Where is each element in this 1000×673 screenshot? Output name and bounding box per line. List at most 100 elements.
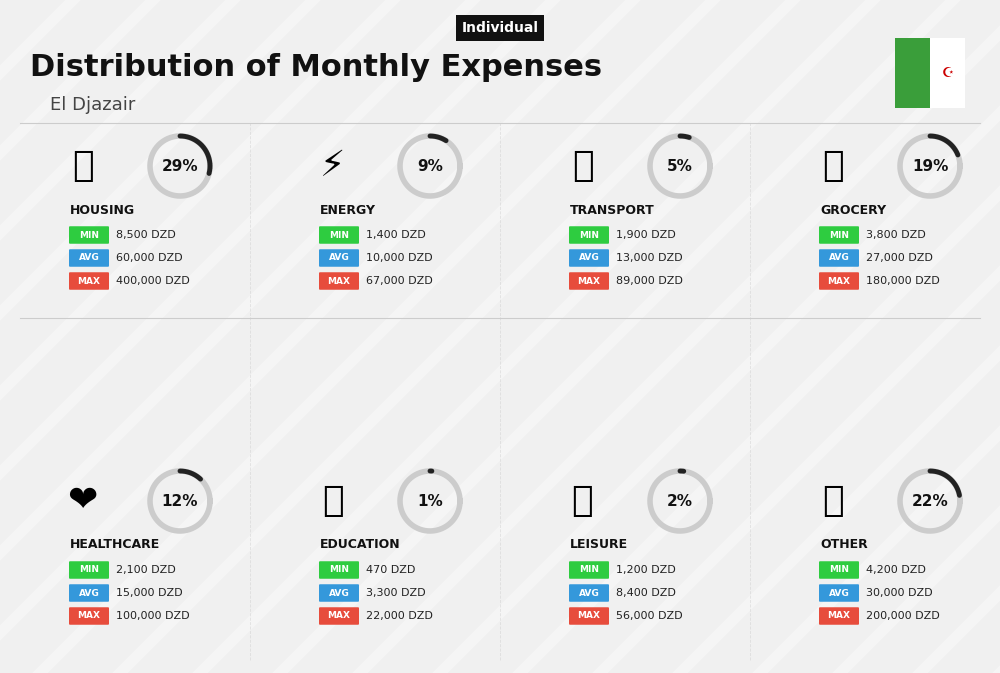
Text: 56,000 DZD: 56,000 DZD: [616, 611, 683, 621]
Text: 9%: 9%: [417, 159, 443, 174]
Text: AVG: AVG: [829, 254, 849, 262]
Text: AVG: AVG: [329, 588, 349, 598]
Text: 1,400 DZD: 1,400 DZD: [366, 230, 426, 240]
Text: LEISURE: LEISURE: [570, 538, 628, 551]
FancyBboxPatch shape: [319, 273, 359, 290]
FancyBboxPatch shape: [569, 584, 609, 602]
FancyBboxPatch shape: [69, 273, 109, 290]
Text: 2%: 2%: [667, 493, 693, 509]
Text: 100,000 DZD: 100,000 DZD: [116, 611, 190, 621]
Text: 22%: 22%: [912, 493, 948, 509]
Text: 3,800 DZD: 3,800 DZD: [866, 230, 926, 240]
Text: 4,200 DZD: 4,200 DZD: [866, 565, 926, 575]
Bar: [895, 38, 930, 108]
Text: 27,000 DZD: 27,000 DZD: [866, 253, 933, 263]
Text: 3,300 DZD: 3,300 DZD: [366, 588, 426, 598]
Text: 30,000 DZD: 30,000 DZD: [866, 588, 933, 598]
Text: 🛍️: 🛍️: [572, 484, 594, 518]
Text: 1%: 1%: [417, 493, 443, 509]
Text: El Djazair: El Djazair: [50, 96, 135, 114]
Text: 🛒: 🛒: [822, 149, 844, 183]
FancyBboxPatch shape: [569, 607, 609, 625]
Text: MIN: MIN: [329, 565, 349, 575]
Text: Distribution of Monthly Expenses: Distribution of Monthly Expenses: [30, 53, 602, 83]
Text: ❤️: ❤️: [68, 484, 98, 518]
Text: TRANSPORT: TRANSPORT: [570, 203, 655, 217]
FancyBboxPatch shape: [569, 249, 609, 267]
FancyBboxPatch shape: [569, 561, 609, 579]
Text: 🏢: 🏢: [72, 149, 94, 183]
Text: 1,200 DZD: 1,200 DZD: [616, 565, 676, 575]
Text: OTHER: OTHER: [820, 538, 868, 551]
Text: 🚌: 🚌: [572, 149, 594, 183]
Text: 89,000 DZD: 89,000 DZD: [616, 276, 683, 286]
Text: EDUCATION: EDUCATION: [320, 538, 401, 551]
Text: 13,000 DZD: 13,000 DZD: [616, 253, 683, 263]
FancyBboxPatch shape: [819, 607, 859, 625]
Text: AVG: AVG: [79, 254, 99, 262]
Text: MIN: MIN: [579, 565, 599, 575]
Text: MAX: MAX: [328, 612, 351, 621]
FancyBboxPatch shape: [819, 561, 859, 579]
FancyBboxPatch shape: [819, 249, 859, 267]
Text: AVG: AVG: [579, 588, 599, 598]
FancyBboxPatch shape: [69, 607, 109, 625]
Text: 10,000 DZD: 10,000 DZD: [366, 253, 433, 263]
Text: MAX: MAX: [77, 612, 100, 621]
Text: 200,000 DZD: 200,000 DZD: [866, 611, 940, 621]
FancyBboxPatch shape: [69, 584, 109, 602]
Text: AVG: AVG: [579, 254, 599, 262]
Text: Individual: Individual: [462, 21, 538, 35]
Text: MIN: MIN: [829, 565, 849, 575]
FancyBboxPatch shape: [69, 249, 109, 267]
Text: AVG: AVG: [329, 254, 349, 262]
Text: MIN: MIN: [79, 230, 99, 240]
Text: ☪: ☪: [942, 66, 954, 80]
Text: MAX: MAX: [578, 612, 600, 621]
Text: 5%: 5%: [667, 159, 693, 174]
Text: MIN: MIN: [829, 230, 849, 240]
Text: MAX: MAX: [578, 277, 600, 285]
FancyBboxPatch shape: [569, 273, 609, 290]
FancyBboxPatch shape: [819, 226, 859, 244]
FancyBboxPatch shape: [69, 226, 109, 244]
Text: HOUSING: HOUSING: [70, 203, 135, 217]
FancyBboxPatch shape: [69, 561, 109, 579]
Text: MAX: MAX: [77, 277, 100, 285]
FancyBboxPatch shape: [569, 226, 609, 244]
FancyBboxPatch shape: [319, 584, 359, 602]
Text: ENERGY: ENERGY: [320, 203, 376, 217]
Text: 470 DZD: 470 DZD: [366, 565, 415, 575]
Text: ⚡: ⚡: [320, 149, 346, 183]
FancyBboxPatch shape: [819, 273, 859, 290]
Bar: [930, 38, 965, 108]
FancyBboxPatch shape: [319, 249, 359, 267]
Text: HEALTHCARE: HEALTHCARE: [70, 538, 160, 551]
Text: 15,000 DZD: 15,000 DZD: [116, 588, 183, 598]
Text: MAX: MAX: [827, 277, 850, 285]
Text: 8,400 DZD: 8,400 DZD: [616, 588, 676, 598]
Text: 29%: 29%: [162, 159, 198, 174]
Text: 12%: 12%: [162, 493, 198, 509]
Text: AVG: AVG: [829, 588, 849, 598]
Text: MAX: MAX: [827, 612, 850, 621]
Text: 👛: 👛: [822, 484, 844, 518]
Text: 22,000 DZD: 22,000 DZD: [366, 611, 433, 621]
Text: MIN: MIN: [579, 230, 599, 240]
FancyBboxPatch shape: [319, 607, 359, 625]
Text: 🎓: 🎓: [322, 484, 344, 518]
FancyBboxPatch shape: [819, 584, 859, 602]
Text: 180,000 DZD: 180,000 DZD: [866, 276, 940, 286]
Text: 19%: 19%: [912, 159, 948, 174]
FancyBboxPatch shape: [319, 561, 359, 579]
Text: MIN: MIN: [329, 230, 349, 240]
Text: 60,000 DZD: 60,000 DZD: [116, 253, 183, 263]
Text: 8,500 DZD: 8,500 DZD: [116, 230, 176, 240]
Text: GROCERY: GROCERY: [820, 203, 886, 217]
Text: 1,900 DZD: 1,900 DZD: [616, 230, 676, 240]
Text: MAX: MAX: [328, 277, 351, 285]
Text: 2,100 DZD: 2,100 DZD: [116, 565, 176, 575]
FancyBboxPatch shape: [319, 226, 359, 244]
Text: 67,000 DZD: 67,000 DZD: [366, 276, 433, 286]
Text: 400,000 DZD: 400,000 DZD: [116, 276, 190, 286]
